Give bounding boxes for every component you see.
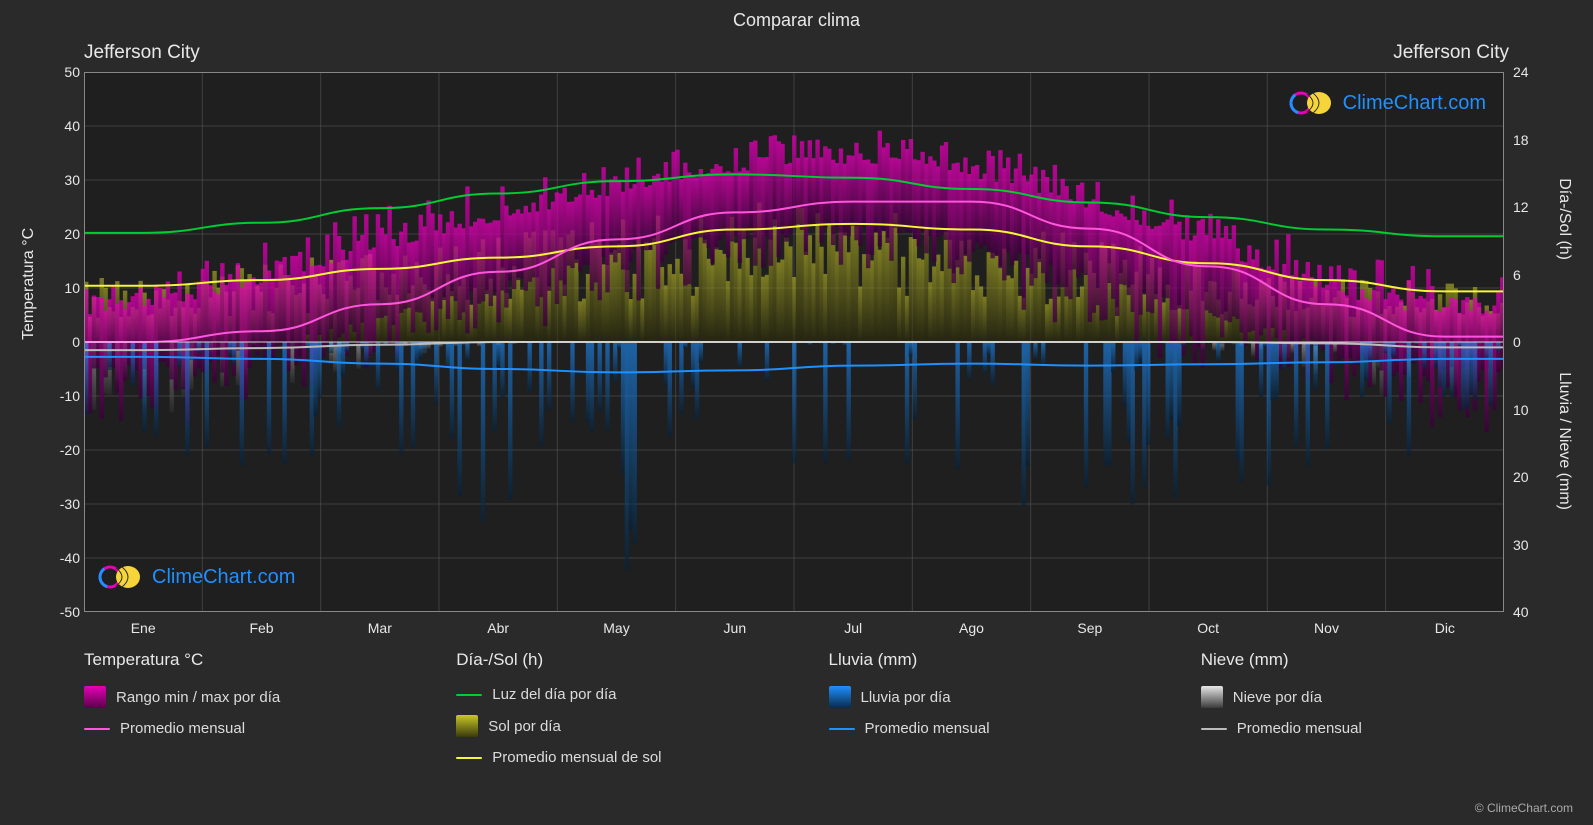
legend-label: Promedio mensual xyxy=(865,720,990,737)
ytick-right-hours: 24 xyxy=(1513,64,1545,80)
legend-item: Promedio mensual xyxy=(84,720,416,737)
ytick-right-hours: 0 xyxy=(1513,334,1545,350)
xtick-month: Sep xyxy=(1077,620,1102,636)
legend-swatch-gradient xyxy=(456,715,478,737)
ytick-left: 40 xyxy=(48,118,80,134)
xtick-month: Dic xyxy=(1435,620,1455,636)
legend-label: Promedio mensual xyxy=(1237,720,1362,737)
legend-swatch-gradient xyxy=(1201,686,1223,708)
legend-title: Día-/Sol (h) xyxy=(456,650,788,670)
legend-item: Promedio mensual xyxy=(1201,720,1533,737)
legend-item: Sol por día xyxy=(456,715,788,737)
y-axis-left-label: Temperatura °C xyxy=(20,228,38,340)
xtick-month: Ene xyxy=(131,620,156,636)
legend: Temperatura °C Rango min / max por día Pro… xyxy=(84,650,1533,766)
ytick-left: -50 xyxy=(48,604,80,620)
legend-swatch-line xyxy=(829,728,855,730)
legend-label: Lluvia por día xyxy=(861,689,951,706)
copyright: © ClimeChart.com xyxy=(1475,801,1573,815)
legend-title: Temperatura °C xyxy=(84,650,416,670)
legend-item: Luz del día por día xyxy=(456,686,788,703)
legend-swatch-line xyxy=(456,694,482,696)
legend-item: Lluvia por día xyxy=(829,686,1161,708)
ytick-left: -30 xyxy=(48,496,80,512)
legend-swatch-line xyxy=(84,728,110,730)
ytick-left: -10 xyxy=(48,388,80,404)
ytick-left: 10 xyxy=(48,280,80,296)
legend-title: Lluvia (mm) xyxy=(829,650,1161,670)
plot-svg xyxy=(84,72,1504,612)
legend-swatch-gradient xyxy=(829,686,851,708)
xtick-month: Mar xyxy=(368,620,392,636)
ytick-left: 0 xyxy=(48,334,80,350)
chart-title: Comparar clima xyxy=(0,10,1593,31)
legend-column: Lluvia (mm) Lluvia por día Promedio mensua… xyxy=(829,650,1161,766)
xtick-month: Nov xyxy=(1314,620,1339,636)
ytick-right-mm: 10 xyxy=(1513,402,1545,418)
legend-label: Luz del día por día xyxy=(492,686,616,703)
plot-area: ClimeChart.com ClimeChart.com xyxy=(84,72,1504,612)
legend-item: Nieve por día xyxy=(1201,686,1533,708)
legend-swatch-gradient xyxy=(84,686,106,708)
xtick-month: Abr xyxy=(487,620,509,636)
legend-column: Nieve (mm) Nieve por día Promedio mensual xyxy=(1201,650,1533,766)
legend-swatch-line xyxy=(1201,728,1227,730)
ytick-left: -20 xyxy=(48,442,80,458)
xtick-month: Ago xyxy=(959,620,984,636)
legend-label: Promedio mensual de sol xyxy=(492,749,661,766)
ytick-left: -40 xyxy=(48,550,80,566)
ytick-right-hours: 6 xyxy=(1513,267,1545,283)
xtick-month: May xyxy=(603,620,629,636)
ytick-right-mm: 40 xyxy=(1513,604,1545,620)
legend-column: Día-/Sol (h) Luz del día por día Sol por d… xyxy=(456,650,788,766)
legend-item: Rango min / max por día xyxy=(84,686,416,708)
location-label-left: Jefferson City xyxy=(84,42,200,64)
ytick-right-hours: 12 xyxy=(1513,199,1545,215)
y-axis-right-label-top: Día-/Sol (h) xyxy=(1555,178,1573,260)
legend-item: Promedio mensual de sol xyxy=(456,749,788,766)
xtick-month: Jul xyxy=(844,620,862,636)
legend-swatch-line xyxy=(456,757,482,759)
legend-label: Promedio mensual xyxy=(120,720,245,737)
location-label-right: Jefferson City xyxy=(1393,42,1509,64)
ytick-left: 50 xyxy=(48,64,80,80)
legend-label: Rango min / max por día xyxy=(116,689,280,706)
legend-label: Nieve por día xyxy=(1233,689,1322,706)
xtick-month: Jun xyxy=(724,620,747,636)
ytick-right-hours: 18 xyxy=(1513,132,1545,148)
legend-column: Temperatura °C Rango min / max por día Pro… xyxy=(84,650,416,766)
ytick-right-mm: 30 xyxy=(1513,537,1545,553)
legend-item: Promedio mensual xyxy=(829,720,1161,737)
ytick-left: 20 xyxy=(48,226,80,242)
ytick-left: 30 xyxy=(48,172,80,188)
xtick-month: Oct xyxy=(1197,620,1219,636)
xtick-month: Feb xyxy=(249,620,273,636)
ytick-right-mm: 20 xyxy=(1513,469,1545,485)
legend-label: Sol por día xyxy=(488,718,561,735)
chart-root: Comparar clima Jefferson City Jefferson … xyxy=(0,0,1593,825)
legend-title: Nieve (mm) xyxy=(1201,650,1533,670)
y-axis-right-label-bottom: Lluvia / Nieve (mm) xyxy=(1555,372,1573,510)
